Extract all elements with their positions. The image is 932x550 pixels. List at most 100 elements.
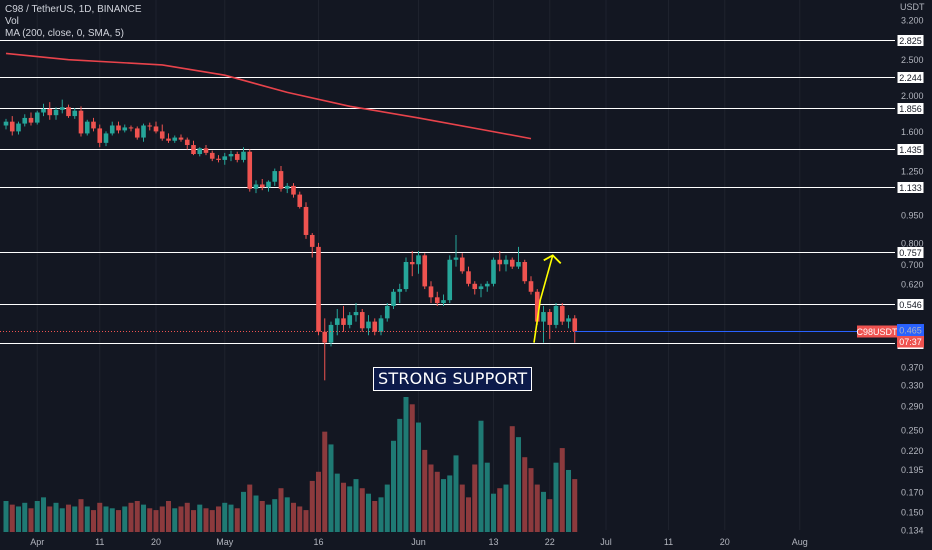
candle-body bbox=[353, 312, 359, 316]
volume-bar bbox=[434, 471, 440, 532]
candle-body bbox=[172, 137, 178, 141]
volume-bar bbox=[397, 418, 403, 532]
candle-body bbox=[22, 117, 28, 124]
y-tick-label: 0.330 bbox=[901, 381, 924, 391]
volume-bar bbox=[366, 493, 371, 532]
volume-bars bbox=[3, 397, 578, 532]
candle-body bbox=[478, 286, 484, 290]
volume-bar bbox=[441, 479, 446, 532]
candle-body bbox=[97, 128, 103, 143]
y-tick-label: 0.220 bbox=[901, 446, 924, 456]
level-tag-text: 2.244 bbox=[899, 73, 922, 83]
x-tick-label: Apr bbox=[30, 537, 44, 547]
candle-body bbox=[9, 121, 15, 132]
candle-body bbox=[472, 283, 478, 290]
volume-bar bbox=[534, 484, 540, 532]
countdown-text: 07:37 bbox=[899, 337, 922, 347]
volume-bar bbox=[28, 508, 34, 532]
volume-bar bbox=[353, 479, 359, 532]
y-tick-label: 0.195 bbox=[901, 465, 924, 475]
volume-bar bbox=[22, 502, 28, 532]
volume-bar bbox=[109, 508, 115, 532]
candle-body bbox=[228, 154, 234, 157]
volume-bar bbox=[384, 484, 390, 532]
candle-body bbox=[153, 126, 159, 132]
candle-body bbox=[547, 312, 553, 325]
candle-body bbox=[291, 185, 296, 195]
candle-body bbox=[391, 291, 396, 306]
symbol-tag-box bbox=[857, 325, 897, 338]
volume-bar bbox=[84, 506, 90, 532]
candle-body bbox=[184, 139, 190, 146]
candle-body bbox=[166, 138, 171, 141]
candle-body bbox=[16, 123, 21, 132]
volume-bar bbox=[409, 404, 415, 532]
volume-bar bbox=[466, 497, 471, 532]
volume-bar bbox=[3, 500, 9, 532]
x-tick-label: Jul bbox=[600, 537, 612, 547]
level-tag-box bbox=[896, 246, 925, 259]
candle-body bbox=[528, 281, 534, 292]
candle-body bbox=[434, 297, 440, 304]
candle-body bbox=[41, 108, 46, 113]
price-axis: USDT3.2002.5002.0001.6001.2500.9500.8000… bbox=[897, 2, 925, 536]
candle-body bbox=[209, 152, 215, 159]
candle-body bbox=[384, 305, 390, 319]
candle-body bbox=[122, 127, 128, 131]
volume-bar bbox=[341, 482, 346, 532]
volume-bar bbox=[484, 462, 490, 532]
candle-body bbox=[422, 255, 428, 287]
candle-body bbox=[72, 110, 78, 117]
volume-bar bbox=[197, 504, 203, 532]
x-tick-label: 22 bbox=[545, 537, 555, 547]
candle-body bbox=[159, 131, 165, 139]
candle-body bbox=[484, 283, 490, 287]
candle-body bbox=[372, 321, 378, 332]
volume-bar bbox=[491, 493, 496, 532]
candle-body bbox=[497, 259, 503, 265]
symbol-tag-text: C98USDT bbox=[856, 327, 898, 337]
x-tick-label: 20 bbox=[151, 537, 161, 547]
ma-legend: MA (200, close, 0, SMA, 5) bbox=[5, 28, 124, 39]
y-tick-label: 0.134 bbox=[901, 526, 924, 536]
y-tick-label: 0.250 bbox=[901, 425, 924, 435]
volume-bar bbox=[66, 504, 71, 532]
volume-bar bbox=[241, 491, 246, 532]
projection-arrow bbox=[533, 254, 562, 343]
x-tick-label: 11 bbox=[664, 537, 673, 547]
volume-bar bbox=[572, 479, 578, 532]
level-tag-box bbox=[896, 143, 925, 156]
volume-bar bbox=[247, 484, 253, 532]
y-tick-label: 0.370 bbox=[901, 362, 924, 372]
ma-200-line bbox=[5, 52, 532, 140]
candle-body bbox=[222, 156, 228, 160]
volume-bar bbox=[334, 473, 340, 532]
volume-bar bbox=[509, 426, 515, 532]
volume-bar bbox=[97, 502, 103, 532]
volume-bar bbox=[141, 504, 146, 532]
volume-bar bbox=[566, 469, 571, 532]
candle-body bbox=[316, 246, 321, 332]
volume-bar bbox=[34, 500, 40, 532]
level-tag-text: 2.825 bbox=[899, 36, 922, 46]
volume-bar bbox=[116, 510, 121, 532]
volume-bar bbox=[278, 488, 284, 532]
volume-bar bbox=[516, 437, 521, 532]
y-tick-label: 0.700 bbox=[901, 260, 924, 270]
volume-bar bbox=[16, 506, 21, 532]
volume-bar bbox=[328, 444, 334, 532]
volume-bar bbox=[103, 506, 109, 532]
candle-body bbox=[84, 121, 90, 134]
candle-body bbox=[66, 107, 71, 117]
arrow-head bbox=[543, 254, 562, 264]
candle-body bbox=[284, 185, 290, 189]
y-tick-label: 0.800 bbox=[901, 238, 924, 248]
candle-body bbox=[509, 259, 515, 267]
candle-body bbox=[503, 259, 509, 265]
candle-body bbox=[91, 121, 96, 129]
candle-body bbox=[191, 145, 196, 155]
x-tick-label: 16 bbox=[313, 537, 323, 547]
candle-body bbox=[309, 234, 315, 247]
